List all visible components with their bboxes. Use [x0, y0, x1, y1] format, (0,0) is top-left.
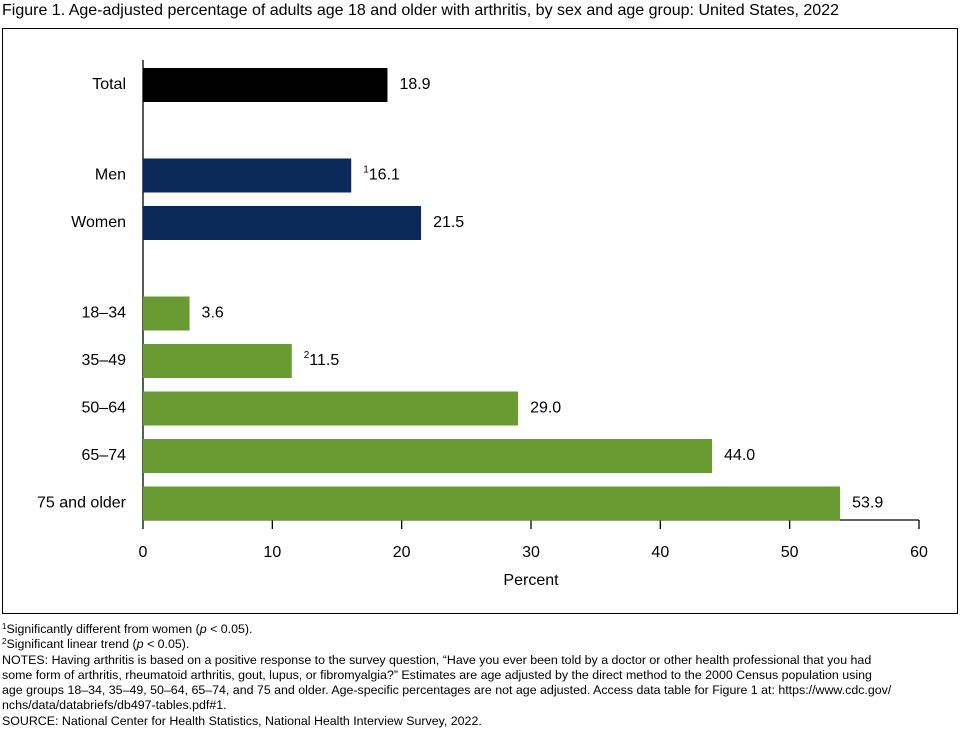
y-tick-label: Total: [92, 76, 126, 93]
bar: [143, 158, 352, 193]
x-tick-label: 30: [522, 544, 540, 561]
data-label-value: 16.1: [369, 167, 400, 184]
data-label-value: 3.6: [202, 305, 224, 322]
footnote-text: Significant linear trend (: [6, 637, 137, 652]
note-line: age groups 18–34, 35–49, 50–64, 65–74, a…: [2, 683, 892, 698]
data-label-value: 21.5: [433, 214, 464, 231]
x-tick-label: 10: [263, 544, 281, 561]
bar: [143, 206, 422, 240]
footnote-mark: 2: [2, 637, 7, 647]
y-tick-label: Women: [71, 214, 126, 231]
note-line: some form of arthritis, rheumatoid arthr…: [2, 667, 872, 682]
bar: [143, 296, 190, 331]
data-label: 21.5: [433, 214, 464, 231]
data-label: 3.6: [202, 305, 224, 322]
frame: [2, 28, 958, 614]
footnote-text: < 0.05).: [206, 622, 253, 636]
y-tick-label: 18–34: [82, 305, 127, 322]
y-tick-label: 65–74: [82, 447, 127, 464]
data-label: 29.0: [530, 400, 561, 417]
x-tick-label: 60: [910, 544, 928, 561]
y-tick-label: 75 and older: [37, 495, 127, 512]
bar: [143, 391, 519, 426]
y-tick-label: 50–64: [82, 400, 127, 417]
source: SOURCE: National Center for Health Stati…: [2, 713, 482, 728]
data-label-value: 29.0: [530, 400, 561, 417]
bar: [143, 486, 841, 521]
footnote: 1Significantly different from women (p <…: [2, 622, 891, 637]
chart: Percent 0 10 20 30 40 50 60 Total 18.9 Men 116.1 Wo…: [2, 28, 958, 614]
data-label: 44.0: [724, 447, 755, 464]
footnotes: 1Significantly different from women (p <…: [2, 622, 891, 729]
footnote-mark: 1: [2, 622, 7, 631]
note-line: nchs/data/databriefs/db497-tables.pdf#1.: [2, 698, 227, 713]
footnote: 2Significant linear trend (p < 0.05).: [2, 637, 891, 652]
footnote-text: < 0.05).: [143, 637, 190, 652]
data-label-superscript: 2: [304, 350, 310, 361]
data-label: 211.5: [304, 350, 340, 370]
note-line: NOTES: Having arthritis is based on a po…: [2, 652, 872, 667]
x-tick-label: 50: [781, 544, 799, 561]
y-tick-label: 35–49: [82, 352, 127, 369]
data-label: 53.9: [852, 495, 883, 512]
bar: [143, 344, 292, 378]
x-tick-label: 20: [393, 544, 411, 561]
data-label: 116.1: [363, 164, 400, 184]
data-label: 18.9: [399, 76, 430, 93]
bar: [143, 439, 713, 473]
chart-title: Figure 1. Age-adjusted percentage of adu…: [2, 2, 839, 19]
footnote-text: p: [199, 622, 207, 636]
data-label-value: 18.9: [399, 76, 430, 93]
x-tick-label: 40: [651, 544, 669, 561]
footnote-text: p: [136, 637, 144, 652]
footnote-text: Significantly different from women (: [6, 622, 200, 636]
x-axis-label: Percent: [503, 572, 559, 589]
data-label-value: 53.9: [852, 495, 883, 512]
y-tick-label: Men: [95, 167, 126, 184]
x-tick-label: 0: [139, 544, 148, 561]
bar: [143, 68, 388, 102]
data-label-value: 11.5: [309, 352, 339, 369]
data-label-value: 44.0: [724, 447, 755, 464]
data-label-superscript: 1: [363, 164, 369, 175]
